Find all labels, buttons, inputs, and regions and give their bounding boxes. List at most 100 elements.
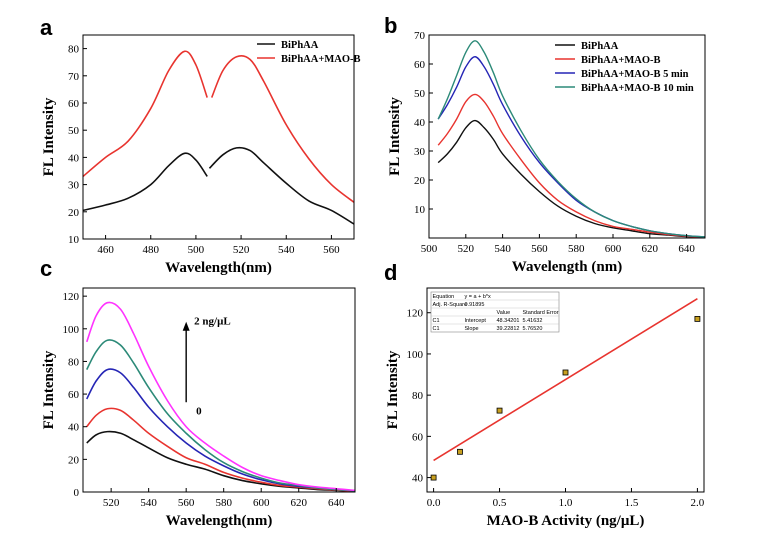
legend-label: BiPhAA+MAO-B 5 min — [581, 69, 689, 80]
series-line-magenta — [85, 301, 355, 492]
y-tick-label: 80 — [412, 390, 424, 402]
chart-panel-a: 460 480 500 520 540 560 10 20 30 40 50 60 70 80 Wavele… — [41, 34, 360, 276]
series-line-black — [437, 119, 705, 238]
series-line-blue — [86, 368, 355, 492]
annotation-top: 2 ng/μL — [194, 316, 231, 328]
y-axis-title: FL Intensity — [385, 350, 401, 429]
x-tick-label: 500 — [188, 244, 205, 256]
y-tick-label: 120 — [407, 308, 424, 320]
fit-table-cell: Value — [497, 310, 511, 316]
x-tick-label: 0.0 — [427, 497, 441, 509]
x-tick-label: 480 — [143, 244, 160, 256]
y-tick-label: 0 — [74, 487, 80, 499]
legend-label: BiPhAA+MAO-B — [281, 54, 360, 65]
x-tick-label: 540 — [140, 497, 157, 509]
series-line-red — [437, 93, 705, 238]
fit-table-cell: C1 — [433, 318, 440, 324]
y-tick-label: 60 — [412, 431, 424, 443]
x-tick-label: 560 — [323, 244, 340, 256]
y-tick-label: 20 — [68, 454, 80, 466]
arrow-head-icon — [182, 321, 190, 331]
x-tick-label: 540 — [494, 243, 511, 255]
series-group — [437, 40, 705, 238]
data-point — [496, 407, 503, 414]
panel-letter-d: d — [384, 260, 397, 285]
y-tick-label: 20 — [68, 207, 80, 219]
x-tick-label: 620 — [290, 497, 307, 509]
x-tick-label: 520 — [458, 243, 475, 255]
series-line-red — [210, 54, 354, 203]
x-axis-title: Wavelength(nm) — [166, 513, 273, 529]
fit-table-cell: 0.91895 — [465, 302, 485, 308]
y-tick-label: 30 — [414, 146, 426, 158]
plot-frame — [428, 34, 706, 239]
annotation-bottom: 0 — [196, 405, 202, 417]
fit-table-frame — [430, 291, 560, 333]
y-tick-label: 30 — [68, 180, 80, 192]
series-line-black — [86, 430, 355, 492]
series-line-black — [208, 146, 354, 225]
y-tick-label: 120 — [63, 291, 80, 303]
data-point — [562, 369, 569, 376]
y-tick-label: 40 — [68, 152, 80, 164]
plot-frame — [82, 34, 355, 240]
legend-label: BiPhAA — [581, 41, 619, 52]
y-tick-label: 40 — [414, 117, 426, 129]
x-tick-label: 600 — [605, 243, 622, 255]
plot-frame — [82, 287, 356, 493]
x-tick-label: 640 — [678, 243, 695, 255]
fit-table-cell: 5.76520 — [523, 326, 543, 332]
y-tick-label: 80 — [68, 356, 80, 368]
x-tick-label: 640 — [328, 497, 345, 509]
fit-table-cell: Adj. R-Square — [433, 302, 468, 308]
x-tick-label: 620 — [642, 243, 659, 255]
fit-table-cell: Standard Error — [523, 310, 559, 316]
y-tick-label: 50 — [414, 88, 426, 100]
fit-table-cell: y = a + b*x — [465, 294, 492, 300]
chart-panel-b: 500 520 540 560 580 600 620 640 10 20 30 40 50 60 70 Wa… — [387, 30, 706, 275]
y-tick-label: 80 — [68, 44, 80, 56]
y-axis-title: FL Intensity — [387, 97, 403, 176]
chart-panel-d: 0.0 0.5 1.0 1.5 2.0 40 60 80 100 120 MAO-B Activit… — [385, 287, 705, 529]
x-tick-label: 1.5 — [625, 497, 639, 509]
y-tick-label: 100 — [407, 349, 424, 361]
x-tick-label: 560 — [178, 497, 195, 509]
series-line-red — [83, 50, 208, 178]
series-line-red — [86, 407, 355, 492]
panel-letter-c: c — [40, 256, 52, 281]
x-tick-label: 2.0 — [691, 497, 705, 509]
fit-table-cell: 39.22812 — [497, 326, 520, 332]
x-tick-label: 460 — [97, 244, 114, 256]
fit-table-cell: 48.34201 — [497, 318, 520, 324]
x-tick-label: 600 — [253, 497, 270, 509]
y-tick-label: 40 — [68, 422, 80, 434]
fit-table-cell: Slope — [465, 326, 479, 332]
y-tick-label: 10 — [68, 234, 80, 246]
legend-label: BiPhAA — [281, 40, 319, 51]
x-tick-label: 500 — [421, 243, 438, 255]
y-tick-label: 100 — [63, 324, 80, 336]
y-tick-label: 60 — [414, 59, 426, 71]
y-tick-label: 60 — [68, 98, 80, 110]
series-line-black — [83, 152, 208, 212]
series-group — [85, 301, 355, 492]
y-tick-label: 20 — [414, 175, 426, 187]
x-axis-title: MAO-B Activity (ng/μL) — [487, 513, 645, 529]
y-tick-label: 40 — [412, 473, 424, 485]
x-tick-label: 0.5 — [493, 497, 507, 509]
fit-table-cell: Equation — [433, 294, 455, 300]
x-axis-title: Wavelength(nm) — [165, 260, 272, 276]
series-group — [83, 50, 354, 225]
x-tick-label: 580 — [568, 243, 585, 255]
data-point — [430, 474, 437, 481]
data-point — [457, 448, 463, 455]
chart-panel-c: 520 540 560 580 600 620 640 0 20 40 60 80 100 120 Wave… — [41, 287, 356, 529]
x-axis-title: Wavelength (nm) — [512, 259, 622, 275]
panel-letter-b: b — [384, 13, 397, 38]
x-tick-label: 580 — [215, 497, 232, 509]
data-point — [694, 316, 701, 322]
y-tick-label: 60 — [68, 389, 80, 401]
y-tick-label: 70 — [414, 30, 426, 42]
